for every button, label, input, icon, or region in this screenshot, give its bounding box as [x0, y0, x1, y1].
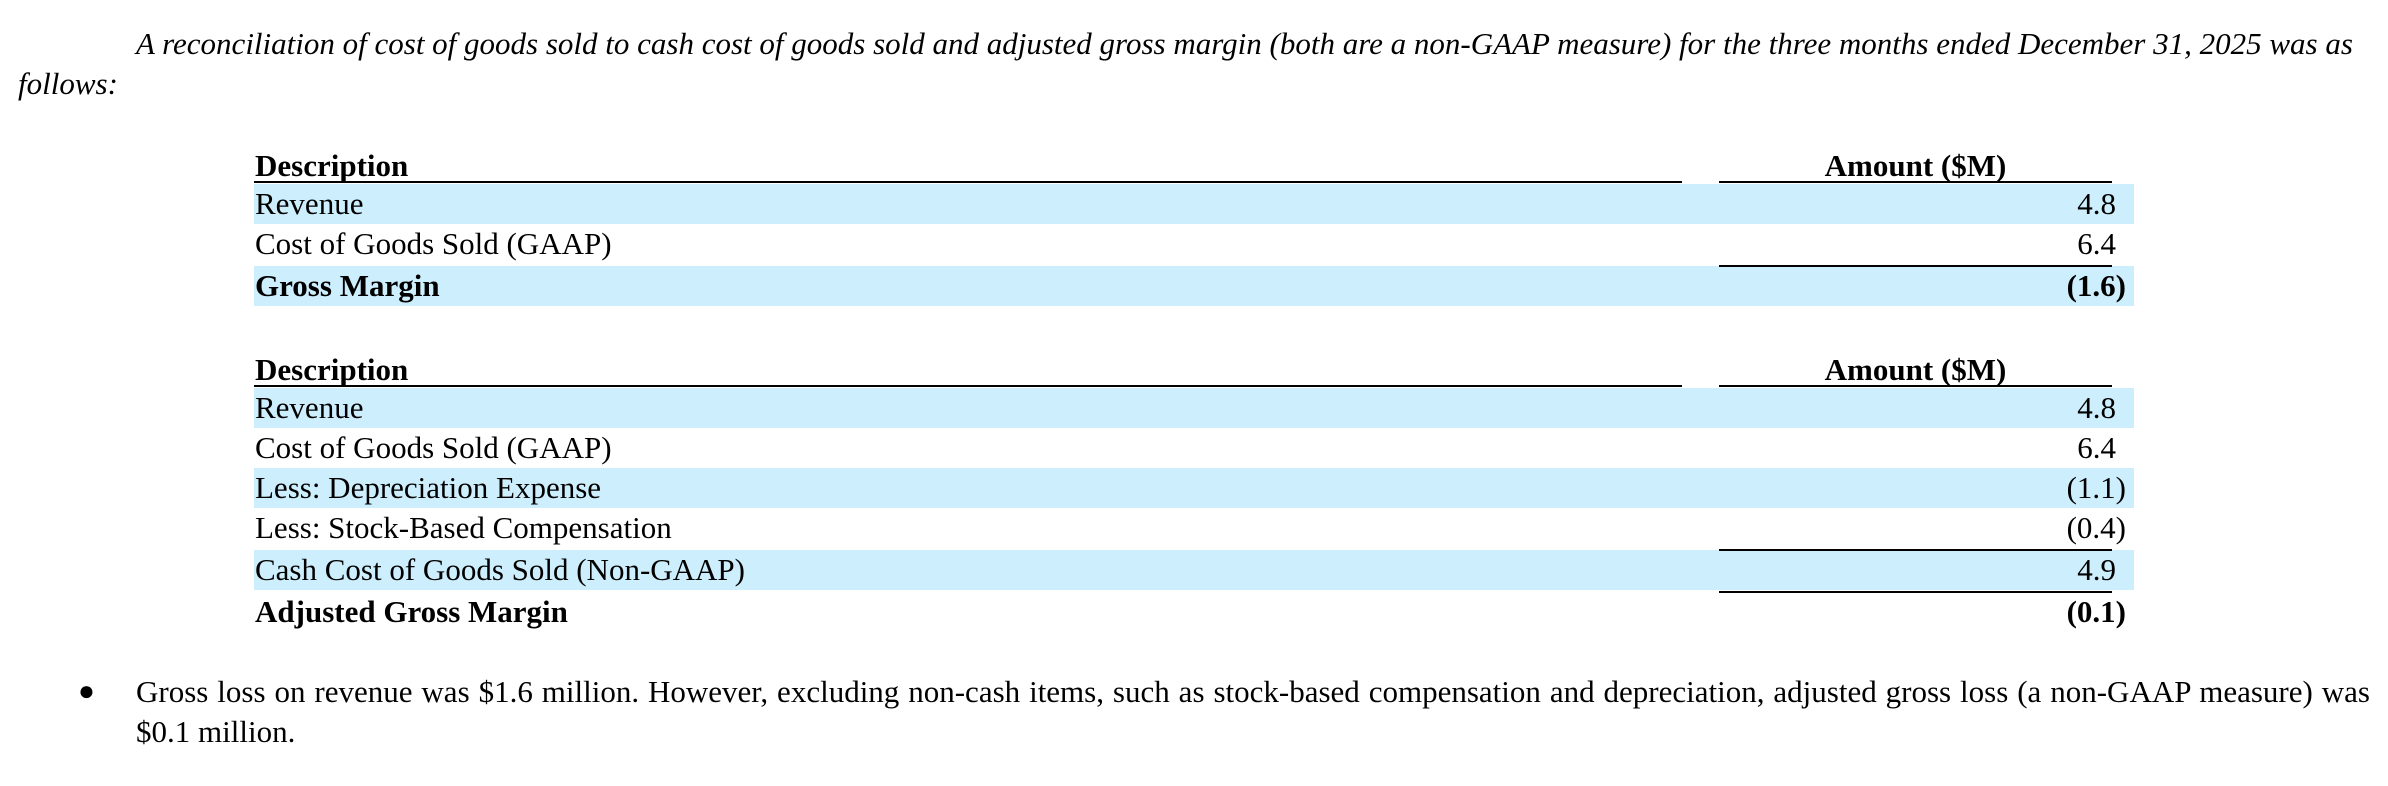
- row-description: Cost of Goods Sold (GAAP): [255, 430, 612, 465]
- row-description: Revenue: [255, 390, 364, 425]
- bullet-paragraph: Gross loss on revenue was $1.6 million. …: [136, 674, 2370, 749]
- row-description: Revenue: [255, 186, 364, 221]
- header-rule-description: [254, 181, 1682, 183]
- table-header-row: Description Amount ($M): [254, 144, 2134, 184]
- table-row: Cost of Goods Sold (GAAP) 6.4: [254, 428, 2134, 468]
- row-amount: (0.1): [2066, 594, 2126, 629]
- row-description: Cost of Goods Sold (GAAP): [255, 226, 612, 261]
- intro-paragraph: A reconciliation of cost of goods sold t…: [18, 26, 2353, 101]
- header-rule-amount: [1719, 181, 2112, 183]
- table-row-total: Gross Margin (1.6): [254, 265, 2134, 306]
- row-amount: (1.6): [2066, 268, 2126, 303]
- header-rule-description: [254, 385, 1682, 387]
- table-row: Cost of Goods Sold (GAAP) 6.4: [254, 224, 2134, 264]
- row-amount: (1.1): [2066, 470, 2126, 505]
- row-amount: 4.8: [2077, 186, 2116, 221]
- description-column-header: Description: [255, 352, 409, 387]
- row-amount: (0.4): [2066, 510, 2126, 545]
- table-row: Less: Depreciation Expense (1.1): [254, 468, 2134, 508]
- row-description: Less: Stock-Based Compensation: [255, 510, 672, 545]
- table-row-subtotal: Cash Cost of Goods Sold (Non-GAAP) 4.9: [254, 549, 2134, 590]
- amount-column-header: Amount ($M): [1824, 352, 2007, 387]
- row-description: Less: Depreciation Expense: [255, 470, 602, 505]
- table-header-row: Description Amount ($M): [254, 348, 2134, 388]
- table-row-total: Adjusted Gross Margin (0.1): [254, 591, 2134, 632]
- gross-margin-table: Description Amount ($M) Revenue 4.8 Cost…: [254, 144, 2134, 306]
- row-amount: 4.8: [2077, 390, 2116, 425]
- subtotal-rule: [1719, 549, 2112, 551]
- table-row: Revenue 4.8: [254, 184, 2134, 224]
- row-description: Cash Cost of Goods Sold (Non-GAAP): [255, 552, 745, 587]
- adjusted-gross-margin-table: Description Amount ($M) Revenue 4.8 Cost…: [254, 348, 2134, 632]
- table-row: Revenue 4.8: [254, 388, 2134, 428]
- total-rule: [1719, 591, 2112, 593]
- row-amount: 6.4: [2077, 430, 2116, 465]
- row-amount: 6.4: [2077, 226, 2116, 261]
- bullet-icon: ●: [78, 676, 95, 707]
- amount-column-header: Amount ($M): [1824, 148, 2007, 183]
- row-amount: 4.9: [2077, 552, 2116, 587]
- row-description: Gross Margin: [255, 268, 440, 303]
- description-column-header: Description: [255, 148, 409, 183]
- row-description: Adjusted Gross Margin: [255, 594, 568, 629]
- subtotal-rule: [1719, 265, 2112, 267]
- header-rule-amount: [1719, 385, 2112, 387]
- table-row: Less: Stock-Based Compensation (0.4): [254, 508, 2134, 548]
